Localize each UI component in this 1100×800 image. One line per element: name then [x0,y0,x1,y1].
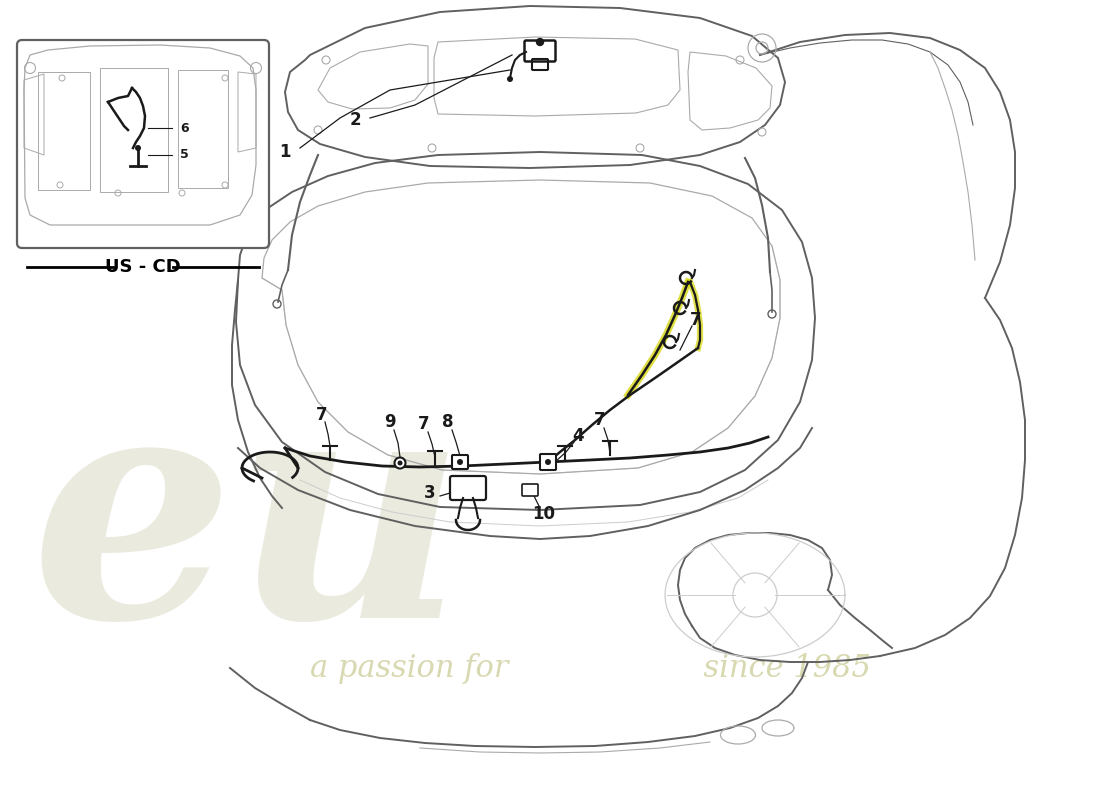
FancyBboxPatch shape [522,484,538,496]
FancyBboxPatch shape [16,40,270,248]
FancyBboxPatch shape [540,454,556,470]
Text: 10: 10 [532,505,556,523]
FancyBboxPatch shape [452,455,468,469]
Circle shape [544,459,551,465]
Circle shape [135,145,141,151]
Text: 4: 4 [572,427,584,445]
Text: eu: eu [30,375,465,685]
Text: 7: 7 [418,415,430,433]
Text: 2: 2 [349,111,361,129]
Text: 6: 6 [180,122,188,134]
Text: 3: 3 [425,484,436,502]
Text: 8: 8 [442,413,453,431]
Circle shape [397,461,403,466]
Circle shape [507,76,513,82]
Text: 5: 5 [180,149,189,162]
Text: 1: 1 [279,143,290,161]
Text: 7: 7 [594,411,606,429]
FancyBboxPatch shape [525,41,556,62]
Circle shape [395,458,406,469]
FancyBboxPatch shape [450,476,486,500]
Text: a passion for                    since 1985: a passion for since 1985 [310,653,871,683]
Circle shape [537,38,543,46]
Text: US - CD: US - CD [106,258,180,276]
Text: 7: 7 [316,406,328,424]
Text: 9: 9 [384,413,396,431]
Circle shape [456,459,463,465]
Text: 7: 7 [690,311,702,329]
